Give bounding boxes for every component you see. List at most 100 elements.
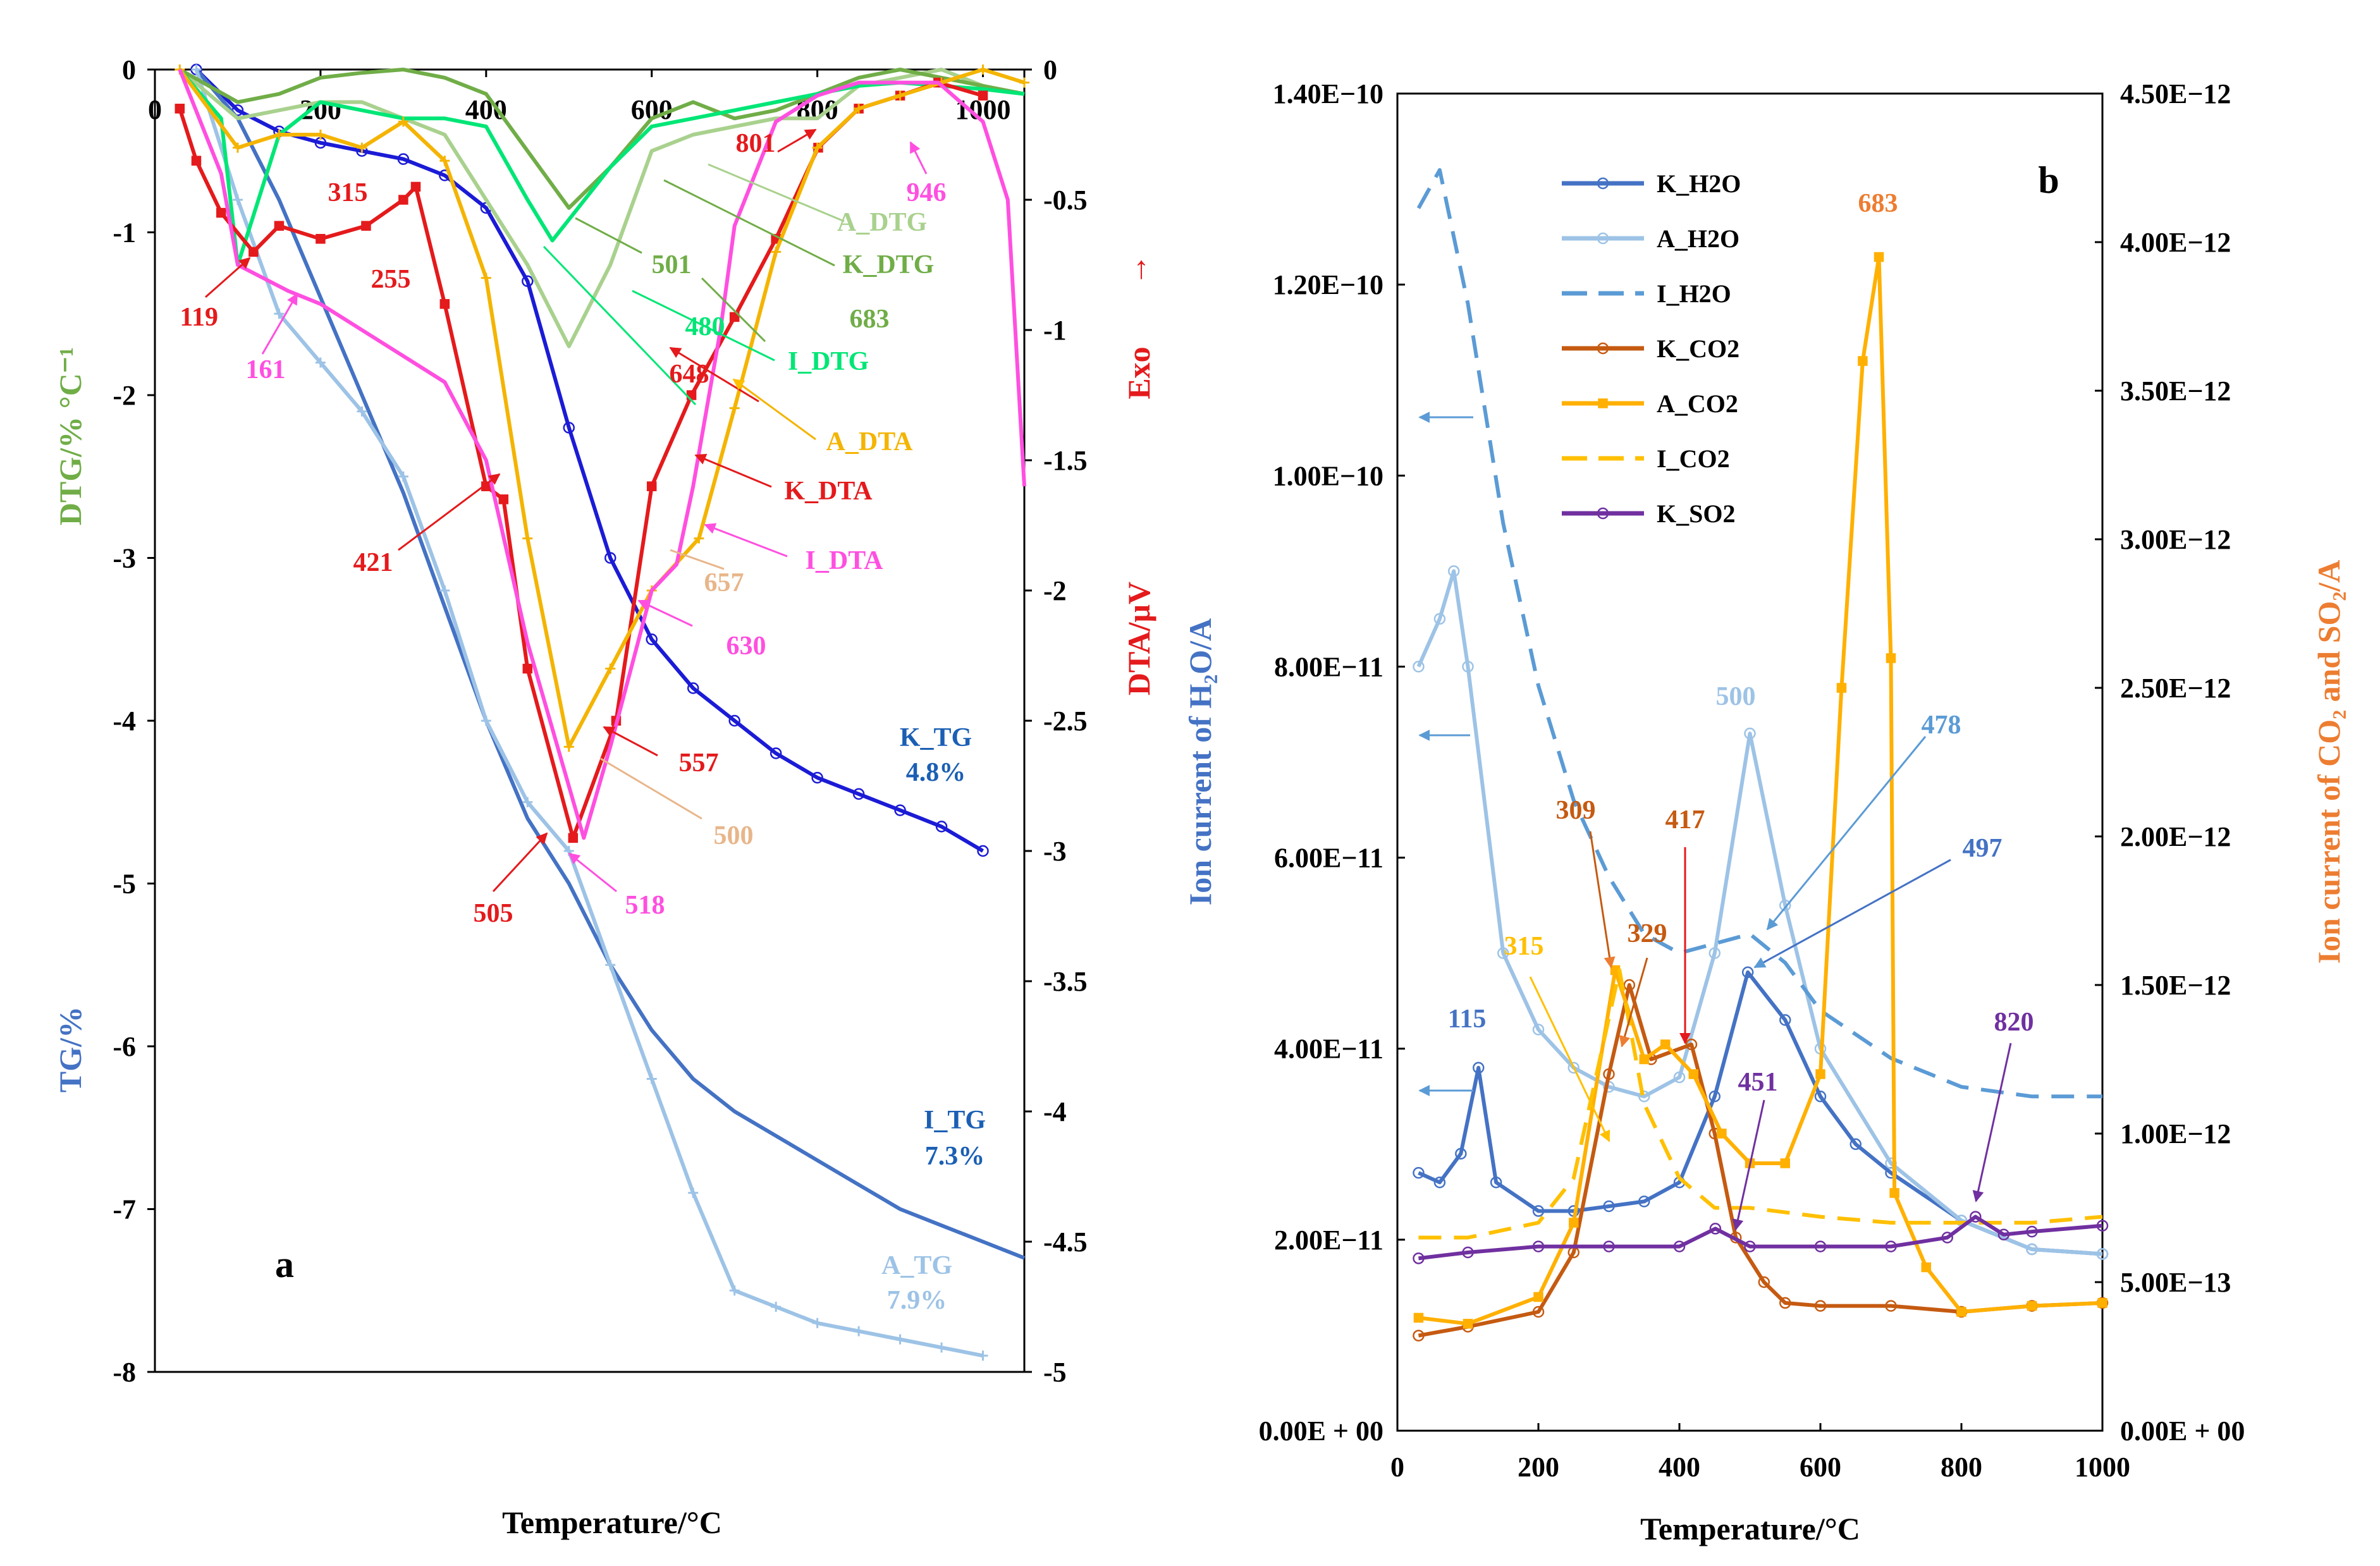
point-k-so2 <box>1603 1240 1615 1252</box>
point-a-dta <box>315 130 326 140</box>
panel-b-annotations: 115 500 478 497 309 329 417 315 683 451 … <box>1448 189 2034 1097</box>
point-a-h2o <box>1779 899 1791 912</box>
arrow-630 <box>637 599 693 627</box>
point-a-h2o <box>1497 947 1509 959</box>
point-k-h2o <box>1814 1091 1827 1103</box>
right-tick-label: -3 <box>1043 836 1067 867</box>
point-k-so2 <box>1970 1211 1982 1223</box>
point-k-h2o <box>1708 1091 1721 1103</box>
arrow-820 <box>1972 1043 2012 1202</box>
right-tick-label: 4.00E−12 <box>2120 227 2231 258</box>
point-a-h2o <box>1532 1024 1545 1036</box>
point-k-tg <box>894 804 906 816</box>
arrow-k-dta <box>694 453 772 488</box>
point-a-tg <box>232 195 243 205</box>
point-a-tg <box>729 1285 740 1296</box>
label-a-dtg: A_DTG <box>837 208 927 237</box>
panel-a-annotation-arrows <box>205 128 928 893</box>
panel-a-series-labels: A_DTG K_DTG I_DTG A_DTA K_DTA I_DTA K_TG… <box>784 208 986 1315</box>
panel-a: 0 200 400 600 800 1000 0-1-2-3-4-5-6-7-8 0-0.… <box>52 54 1156 1540</box>
point-k-so2 <box>1462 1246 1474 1259</box>
point-k-h2o <box>1638 1196 1650 1208</box>
point-k-dta <box>398 195 408 205</box>
label-i-tg-loss: 7.3% <box>925 1142 985 1171</box>
arrow-801 <box>777 128 817 153</box>
annotation-478: 478 <box>1922 711 1961 740</box>
point-a-co2 <box>1815 1069 1825 1079</box>
left-tick-label: 8.00E−11 <box>1274 651 1383 682</box>
annotation-801: 801 <box>736 129 776 158</box>
left-tick-label: 1.20E−10 <box>1273 269 1383 300</box>
panel-b-legend: K_H2O A_H2O I_H2O K_CO2 A_CO2 I_CO2 K_SO2 <box>1562 169 1741 528</box>
point-k-co2 <box>1603 1068 1615 1080</box>
point-a-dta <box>398 116 408 127</box>
annotation-946: 946 <box>907 178 947 207</box>
panel-a-tg-label: TG/% <box>52 1006 88 1092</box>
arrow-505 <box>492 832 548 893</box>
annotation-500: 500 <box>714 821 754 850</box>
point-k-co2 <box>1758 1276 1770 1288</box>
panel-a-dta-label: DTA/μV <box>1121 582 1156 695</box>
point-k-dta <box>361 221 371 231</box>
point-a-dta <box>481 272 491 283</box>
label-i-dtg: I_DTG <box>788 347 869 376</box>
panel-b-series <box>1413 168 2109 1342</box>
point-k-so2 <box>1413 1252 1425 1264</box>
arrow-497 <box>1753 859 1951 969</box>
left-tick-label: -8 <box>113 1357 136 1388</box>
point-k-h2o <box>1490 1176 1502 1189</box>
point-a-co2 <box>1921 1262 1931 1273</box>
point-a-dta <box>357 142 367 153</box>
label-a-tg-loss: 7.9% <box>887 1286 947 1315</box>
point-a-h2o <box>1567 1061 1580 1074</box>
point-a-co2 <box>1717 1129 1727 1139</box>
panel-b-letter: b <box>2038 159 2059 201</box>
series-line-k-co2 <box>1418 983 2103 1338</box>
arrow-648 <box>669 346 759 403</box>
point-a-co2 <box>1639 1054 1649 1065</box>
point-a-co2 <box>1886 653 1896 663</box>
point-k-co2 <box>1779 1297 1791 1309</box>
point-k-h2o <box>1455 1147 1467 1160</box>
point-a-h2o <box>2026 1243 2038 1256</box>
annotation-161: 161 <box>246 355 286 384</box>
point-k-dta <box>316 234 326 244</box>
panel-b: 0 200 400 600 800 1000 0.00E + 00 2.00E−11 4.00… <box>1182 78 2346 1546</box>
legend-label-i-h2o: I_H2O <box>1657 279 1731 308</box>
arrow-946 <box>909 141 928 174</box>
point-a-h2o <box>1462 661 1474 673</box>
legend-marker-a-co2 <box>1598 398 1608 408</box>
legend-label-a-co2: A_CO2 <box>1657 389 1738 418</box>
right-tick-label: 1.00E−12 <box>2120 1118 2231 1149</box>
right-tick-label: 0 <box>1043 54 1057 85</box>
x-tick-label: 0 <box>148 94 162 125</box>
panel-a-right-ticks: 0 -0.5 -1 -1.5 -2 -2.5 -3 -3.5 -4 -4.5 -5 <box>1024 54 1088 1388</box>
point-a-h2o <box>1433 613 1446 625</box>
x-tick-label: 200 <box>300 94 341 125</box>
point-a-co2 <box>1413 1312 1424 1323</box>
annotation-417: 417 <box>1665 805 1705 835</box>
point-a-co2 <box>1688 1069 1699 1079</box>
annotation-630: 630 <box>727 632 766 661</box>
point-a-h2o <box>1413 661 1425 673</box>
right-tick-label: 2.50E−12 <box>2120 673 2231 704</box>
arrow-557 <box>603 726 658 757</box>
point-k-dta <box>568 833 579 843</box>
point-a-h2o <box>1447 565 1460 577</box>
point-a-co2 <box>1836 683 1847 693</box>
annotation-648: 648 <box>670 360 709 389</box>
point-k-tg <box>522 275 534 287</box>
panel-b-x-ticks: 0 200 400 600 800 1000 <box>1390 1423 2130 1483</box>
point-a-tg <box>978 1350 988 1361</box>
right-tick-label: 1.50E−12 <box>2120 970 2231 1001</box>
point-a-tg <box>274 309 285 319</box>
panel-b-left-ticks: 0.00E + 00 2.00E−11 4.00E−11 6.00E−11 8.00E−… <box>1259 78 1405 1447</box>
label-k-tg-loss: 4.8% <box>906 758 966 787</box>
x-tick-label: 600 <box>1800 1452 1841 1483</box>
series-line-i-h2o <box>1416 168 2102 1099</box>
annotation-657: 657 <box>704 568 744 597</box>
right-tick-label: -2 <box>1043 575 1067 606</box>
point-a-h2o <box>1708 947 1721 959</box>
annotation-329: 329 <box>1628 919 1667 948</box>
point-a-tg <box>646 1074 657 1084</box>
